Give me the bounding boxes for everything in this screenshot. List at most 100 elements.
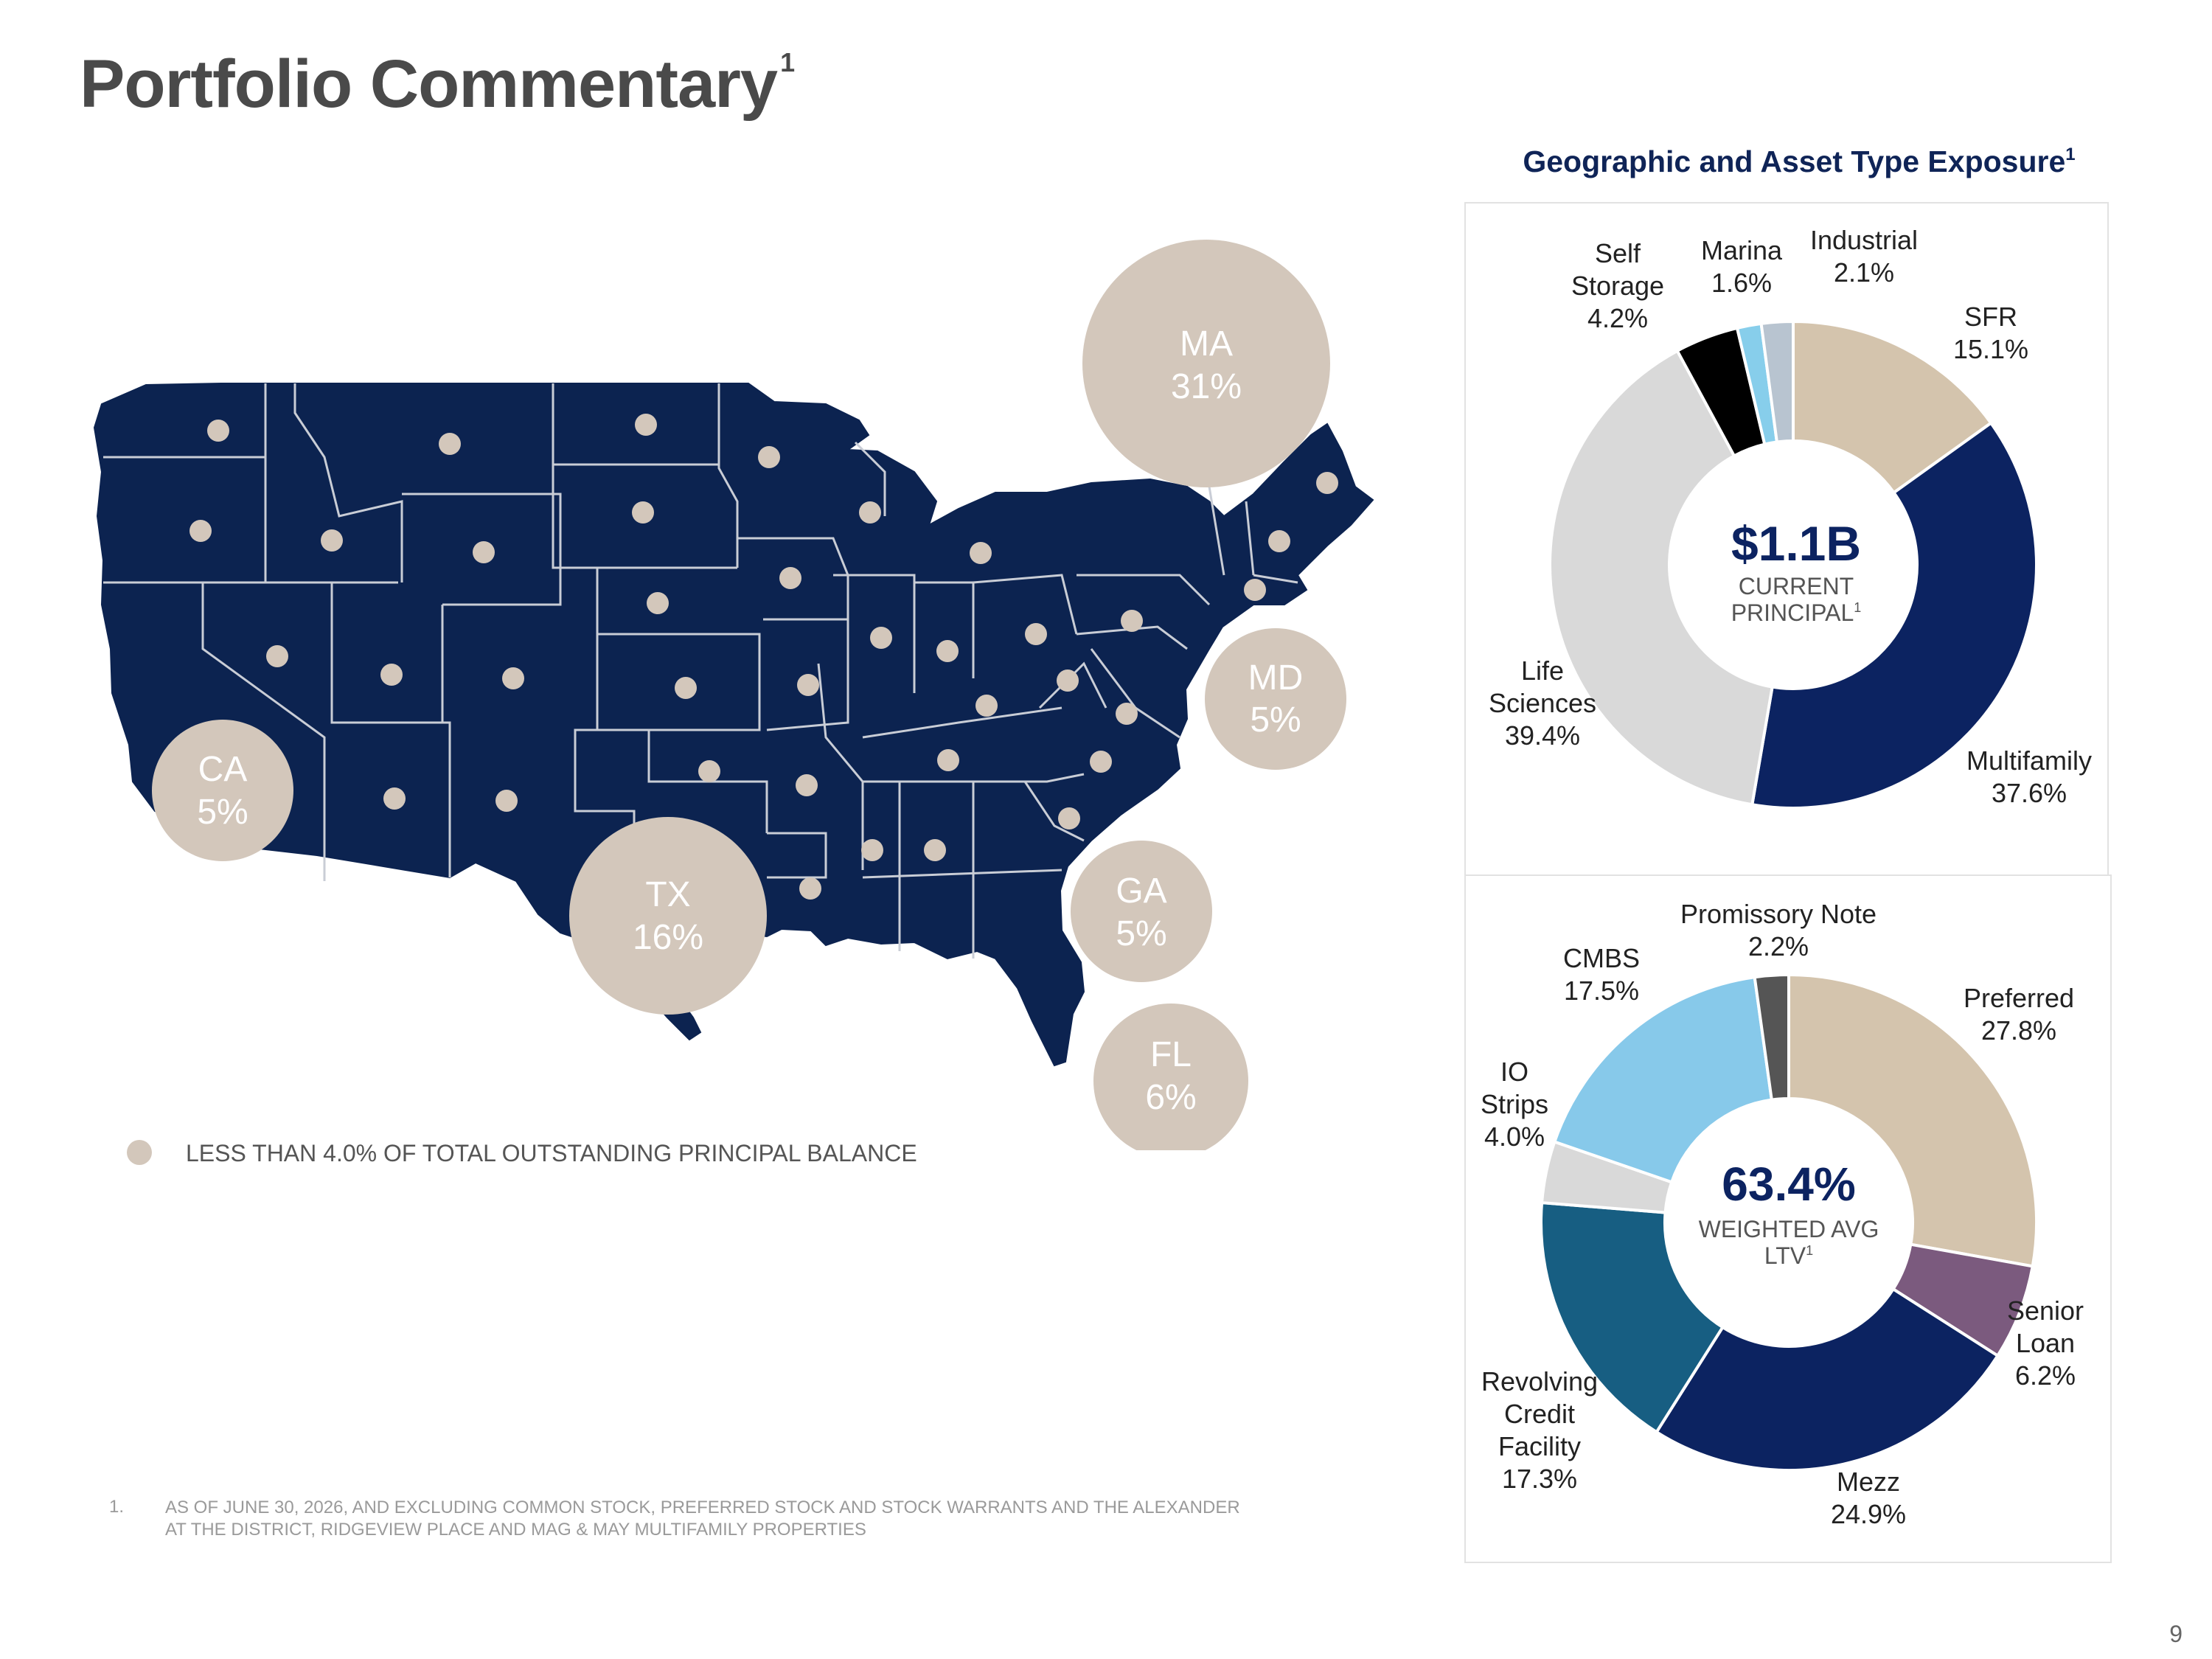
state-dot bbox=[975, 695, 998, 717]
bubble-ga: GA 5% bbox=[1071, 841, 1212, 982]
slice-mezz bbox=[1654, 1287, 2000, 1472]
slice-value-senior-loan: 6.2% bbox=[2015, 1360, 2076, 1391]
state-dot bbox=[859, 501, 881, 524]
slice-value-cmbs: 17.5% bbox=[1564, 975, 1639, 1006]
bubble-md: MD 5% bbox=[1205, 628, 1346, 770]
slice-label-life-sciences: Sciences bbox=[1489, 688, 1596, 718]
state-dot bbox=[698, 760, 720, 782]
exposure-title-footnote: 1 bbox=[2065, 145, 2076, 164]
state-dot bbox=[799, 877, 821, 900]
legend-dot bbox=[127, 1140, 152, 1165]
state-dot bbox=[189, 520, 212, 542]
slice-life-sciences bbox=[1548, 349, 1774, 807]
state-dot bbox=[861, 839, 883, 861]
slice-label-marina: Marina bbox=[1701, 235, 1783, 265]
slice-label-self-storage: Storage bbox=[1571, 271, 1664, 301]
slice-sfr bbox=[1792, 319, 1993, 495]
slice-promissory-note bbox=[1753, 973, 1790, 1102]
slice-label-senior-loan: Senior bbox=[2007, 1295, 2084, 1326]
exposure-title: Geographic and Asset Type Exposure1 bbox=[1523, 145, 2076, 178]
state-dot bbox=[321, 529, 343, 552]
state-dot bbox=[779, 567, 801, 589]
slice-label-revolving-credit-facility: Facility bbox=[1498, 1431, 1581, 1461]
asset-type-chart-box: $1.1B CURRENT PRINCIPAL1 Self Storage 4.… bbox=[1464, 202, 2109, 876]
state-dot bbox=[1025, 623, 1047, 645]
state-dot bbox=[870, 627, 892, 649]
investment-type-chart-box: 63.4% WEIGHTED AVG LTV1 Promissory Note … bbox=[1464, 874, 2112, 1563]
slice-value-life-sciences: 39.4% bbox=[1505, 720, 1580, 751]
bubble-ca-pct: 5% bbox=[197, 793, 248, 832]
state-dot bbox=[797, 674, 819, 696]
state-dot bbox=[502, 667, 524, 689]
slice-label-preferred: Preferred bbox=[1964, 983, 2074, 1013]
slice-label-senior-loan: Loan bbox=[2016, 1328, 2075, 1358]
us-land bbox=[93, 383, 1374, 1067]
slice-label-io-strips: IO bbox=[1500, 1057, 1528, 1087]
center-value: 63.4% bbox=[1722, 1158, 1855, 1211]
slice-label-cmbs: CMBS bbox=[1563, 943, 1640, 973]
slice-value-industrial: 2.1% bbox=[1834, 257, 1894, 288]
bubble-ca: CA 5% bbox=[152, 720, 293, 861]
state-dot bbox=[1121, 610, 1143, 632]
slice-label-revolving-credit-facility: Revolving bbox=[1481, 1366, 1598, 1397]
center-label-1: WEIGHTED AVG bbox=[1699, 1216, 1879, 1242]
state-dot bbox=[1268, 530, 1290, 552]
bubble-tx-pct: 16% bbox=[633, 918, 703, 957]
title-footnote-marker: 1 bbox=[780, 47, 795, 77]
bubble-ma-pct: 31% bbox=[1171, 367, 1242, 406]
bubble-tx-state: TX bbox=[645, 875, 690, 914]
footnote-line-1: AS OF JUNE 30, 2026, AND EXCLUDING COMMO… bbox=[165, 1498, 1240, 1517]
bubble-fl-pct: 6% bbox=[1145, 1078, 1196, 1117]
slice-value-preferred: 27.8% bbox=[1981, 1015, 2056, 1046]
state-dot bbox=[937, 749, 959, 771]
us-map: MA 31% MD 5% CA 5% TX 16% GA 5% bbox=[0, 0, 1401, 1158]
slice-industrial bbox=[1759, 319, 1795, 444]
bubble-ga-pct: 5% bbox=[1116, 914, 1166, 953]
state-dot bbox=[439, 433, 461, 455]
center-value: $1.1B bbox=[1731, 516, 1861, 571]
slice-value-mezz: 24.9% bbox=[1831, 1499, 1906, 1529]
center-label-footnote: 1 bbox=[1854, 600, 1861, 615]
asset-type-donut: $1.1B CURRENT PRINCIPAL1 Self Storage 4.… bbox=[1489, 225, 2092, 810]
state-dot bbox=[383, 787, 406, 810]
slice-label-promissory-note: Promissory Note bbox=[1680, 899, 1877, 929]
state-dots bbox=[189, 414, 1338, 900]
slice-label-mezz: Mezz bbox=[1837, 1467, 1900, 1497]
state-dot bbox=[1244, 579, 1266, 601]
slice-revolving-credit-facility bbox=[1540, 1200, 1725, 1434]
state-bubbles: MA 31% MD 5% CA 5% TX 16% GA 5% bbox=[152, 240, 1346, 1158]
slice-value-marina: 1.6% bbox=[1711, 268, 1772, 298]
center-label-2: PRINCIPAL1 bbox=[1731, 599, 1862, 626]
center-label-footnote: 1 bbox=[1806, 1243, 1813, 1258]
bubble-fl: FL 6% bbox=[1093, 1004, 1248, 1158]
map-legend-text: LESS THAN 4.0% OF TOTAL OUTSTANDING PRIN… bbox=[186, 1140, 917, 1166]
slice-label-self-storage: Self bbox=[1595, 238, 1641, 268]
center-label-1: CURRENT bbox=[1739, 573, 1854, 599]
footnote-line-2: AT THE DISTRICT, RIDGEVIEW PLACE AND MAG… bbox=[165, 1520, 866, 1540]
state-dot bbox=[1058, 807, 1080, 830]
bubble-ma: MA 31% bbox=[1082, 240, 1330, 487]
slice-label-revolving-credit-facility: Credit bbox=[1504, 1399, 1575, 1429]
state-dot bbox=[632, 501, 654, 524]
slice-value-sfr: 15.1% bbox=[1953, 334, 2028, 364]
investment-type-slices bbox=[1540, 973, 2038, 1472]
slice-label-life-sciences: Life bbox=[1521, 655, 1564, 686]
slice-value-promissory-note: 2.2% bbox=[1748, 931, 1809, 961]
state-dot bbox=[473, 541, 495, 563]
slice-label-industrial: Industrial bbox=[1810, 225, 1918, 255]
slice-multifamily bbox=[1750, 420, 2038, 810]
state-dot bbox=[1116, 703, 1138, 725]
bubble-tx: TX 16% bbox=[569, 817, 767, 1015]
state-dot bbox=[207, 420, 229, 442]
slice-label-sfr: SFR bbox=[1964, 302, 2017, 332]
center-label-2: LTV1 bbox=[1764, 1242, 1813, 1269]
state-dot bbox=[970, 542, 992, 564]
state-dot bbox=[675, 677, 697, 699]
bubble-ga-state: GA bbox=[1116, 872, 1166, 911]
state-dot bbox=[924, 839, 946, 861]
bubble-md-pct: 5% bbox=[1250, 700, 1301, 740]
state-dot bbox=[1316, 472, 1338, 494]
bubble-md-state: MD bbox=[1248, 658, 1304, 698]
bubble-ca-state: CA bbox=[198, 750, 248, 789]
page-title: Portfolio Commentary 1 bbox=[80, 46, 795, 122]
